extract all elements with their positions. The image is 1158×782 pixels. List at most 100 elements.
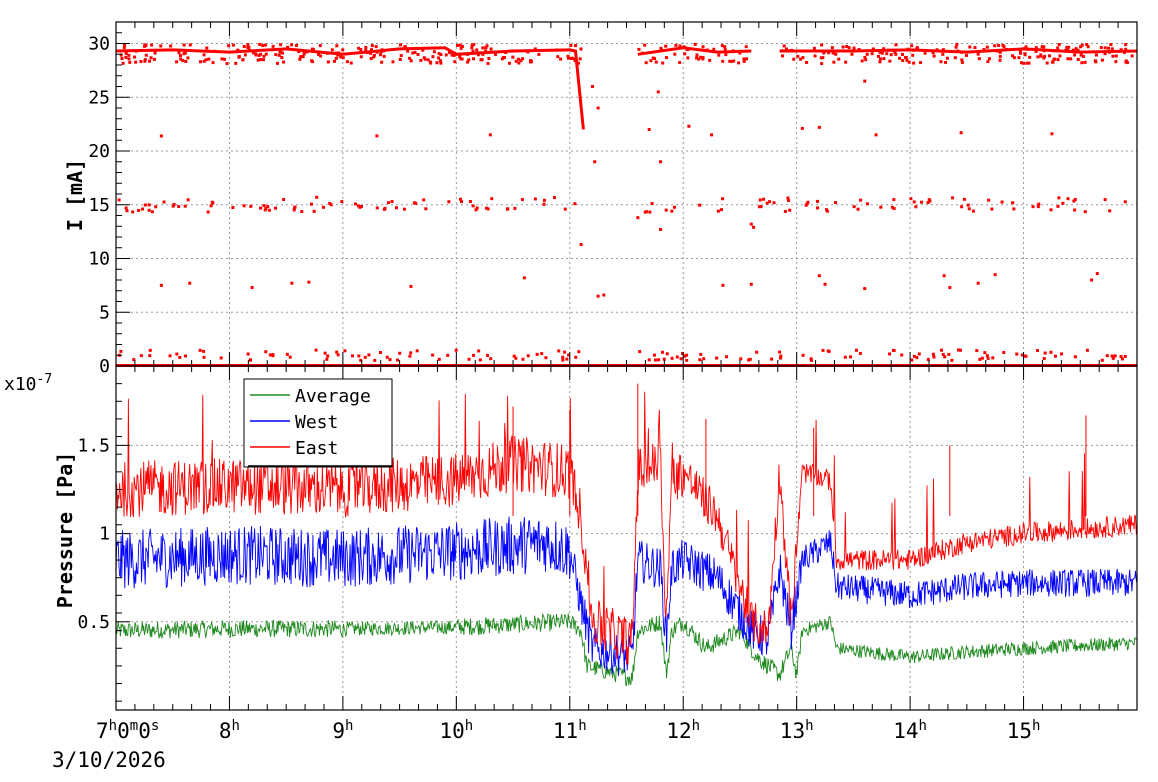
current-point xyxy=(134,60,138,64)
current-point xyxy=(833,201,837,205)
current-point xyxy=(310,59,314,63)
current-outlier-point xyxy=(250,286,254,290)
current-point xyxy=(467,357,471,361)
current-point xyxy=(888,352,892,356)
current-point xyxy=(454,348,458,352)
current-point xyxy=(779,354,783,358)
current-point xyxy=(435,61,439,65)
current-point xyxy=(175,352,179,356)
current-point xyxy=(674,43,678,47)
current-point xyxy=(919,61,923,65)
current-point xyxy=(675,355,679,359)
current-point xyxy=(472,353,476,357)
current-point xyxy=(150,210,154,214)
current-point xyxy=(131,210,135,214)
current-point xyxy=(369,51,373,55)
current-point xyxy=(786,49,790,53)
current-point xyxy=(1049,350,1053,354)
current-point xyxy=(467,58,471,62)
current-point xyxy=(907,60,911,64)
current-point xyxy=(637,47,641,51)
current-point xyxy=(1058,54,1062,58)
current-point xyxy=(1073,208,1077,212)
current-point xyxy=(1124,47,1128,51)
current-point xyxy=(719,208,723,212)
current-point xyxy=(1056,58,1060,62)
current-point xyxy=(178,54,182,58)
current-point xyxy=(967,207,971,211)
current-point xyxy=(182,43,186,47)
current-point xyxy=(178,355,182,359)
current-point xyxy=(374,45,378,49)
current-point xyxy=(293,205,297,209)
pressure-x-tick-label: 13h xyxy=(780,718,814,743)
current-point xyxy=(871,47,875,51)
current-point xyxy=(1015,352,1019,356)
current-point xyxy=(693,42,697,46)
current-point xyxy=(298,57,302,61)
current-outlier-point xyxy=(579,243,583,247)
current-point xyxy=(1056,46,1060,50)
current-point xyxy=(271,44,275,48)
current-point xyxy=(526,50,530,54)
current-point xyxy=(716,209,720,213)
current-point xyxy=(537,52,541,56)
current-point xyxy=(471,204,475,208)
current-point xyxy=(561,358,565,362)
current-point xyxy=(452,53,456,57)
current-point xyxy=(415,349,419,353)
current-point xyxy=(732,59,736,63)
current-point xyxy=(702,357,706,361)
current-point xyxy=(1048,54,1052,58)
current-point xyxy=(411,51,415,55)
current-point xyxy=(1011,201,1015,205)
current-x-ticks xyxy=(115,22,1138,366)
current-point xyxy=(742,59,746,63)
current-point xyxy=(369,48,373,52)
current-point xyxy=(280,51,284,55)
current-point xyxy=(945,56,949,60)
current-point xyxy=(1085,43,1089,47)
current-point xyxy=(1018,49,1022,53)
current-outlier-point xyxy=(942,274,946,278)
current-main-trace-segment xyxy=(779,47,1138,54)
current-point xyxy=(144,53,148,57)
current-point xyxy=(965,53,969,57)
current-point xyxy=(258,52,262,56)
current-point xyxy=(844,60,848,64)
current-y-axis-title: I [mA] xyxy=(63,159,87,231)
current-point xyxy=(982,48,986,52)
current-outlier-point xyxy=(188,281,192,285)
current-point xyxy=(781,49,785,53)
current-point xyxy=(147,208,151,212)
current-point xyxy=(683,354,687,358)
current-point xyxy=(573,59,577,63)
current-point xyxy=(490,197,494,201)
current-point xyxy=(1099,46,1103,50)
current-point xyxy=(1083,210,1087,214)
current-point xyxy=(845,44,849,48)
current-outlier-point xyxy=(593,160,597,164)
current-outlier-point xyxy=(522,276,526,280)
current-point xyxy=(484,49,488,53)
current-y-tick-label: 30 xyxy=(88,34,110,55)
current-point xyxy=(319,54,323,58)
current-point xyxy=(878,57,882,61)
current-point xyxy=(1036,349,1040,353)
current-point xyxy=(944,60,948,64)
current-point xyxy=(349,61,353,65)
current-point xyxy=(1073,198,1077,202)
current-point xyxy=(686,56,690,60)
current-point xyxy=(1110,354,1114,358)
current-point xyxy=(653,358,657,362)
current-point xyxy=(947,352,951,356)
current-point xyxy=(508,61,512,65)
current-point xyxy=(489,357,493,361)
current-point xyxy=(533,47,537,51)
current-point xyxy=(649,59,653,63)
current-point xyxy=(854,348,858,352)
current-point xyxy=(199,60,203,64)
current-point xyxy=(359,358,363,362)
current-point xyxy=(909,197,913,201)
x-date-label: 3/10/2026 xyxy=(52,748,166,772)
